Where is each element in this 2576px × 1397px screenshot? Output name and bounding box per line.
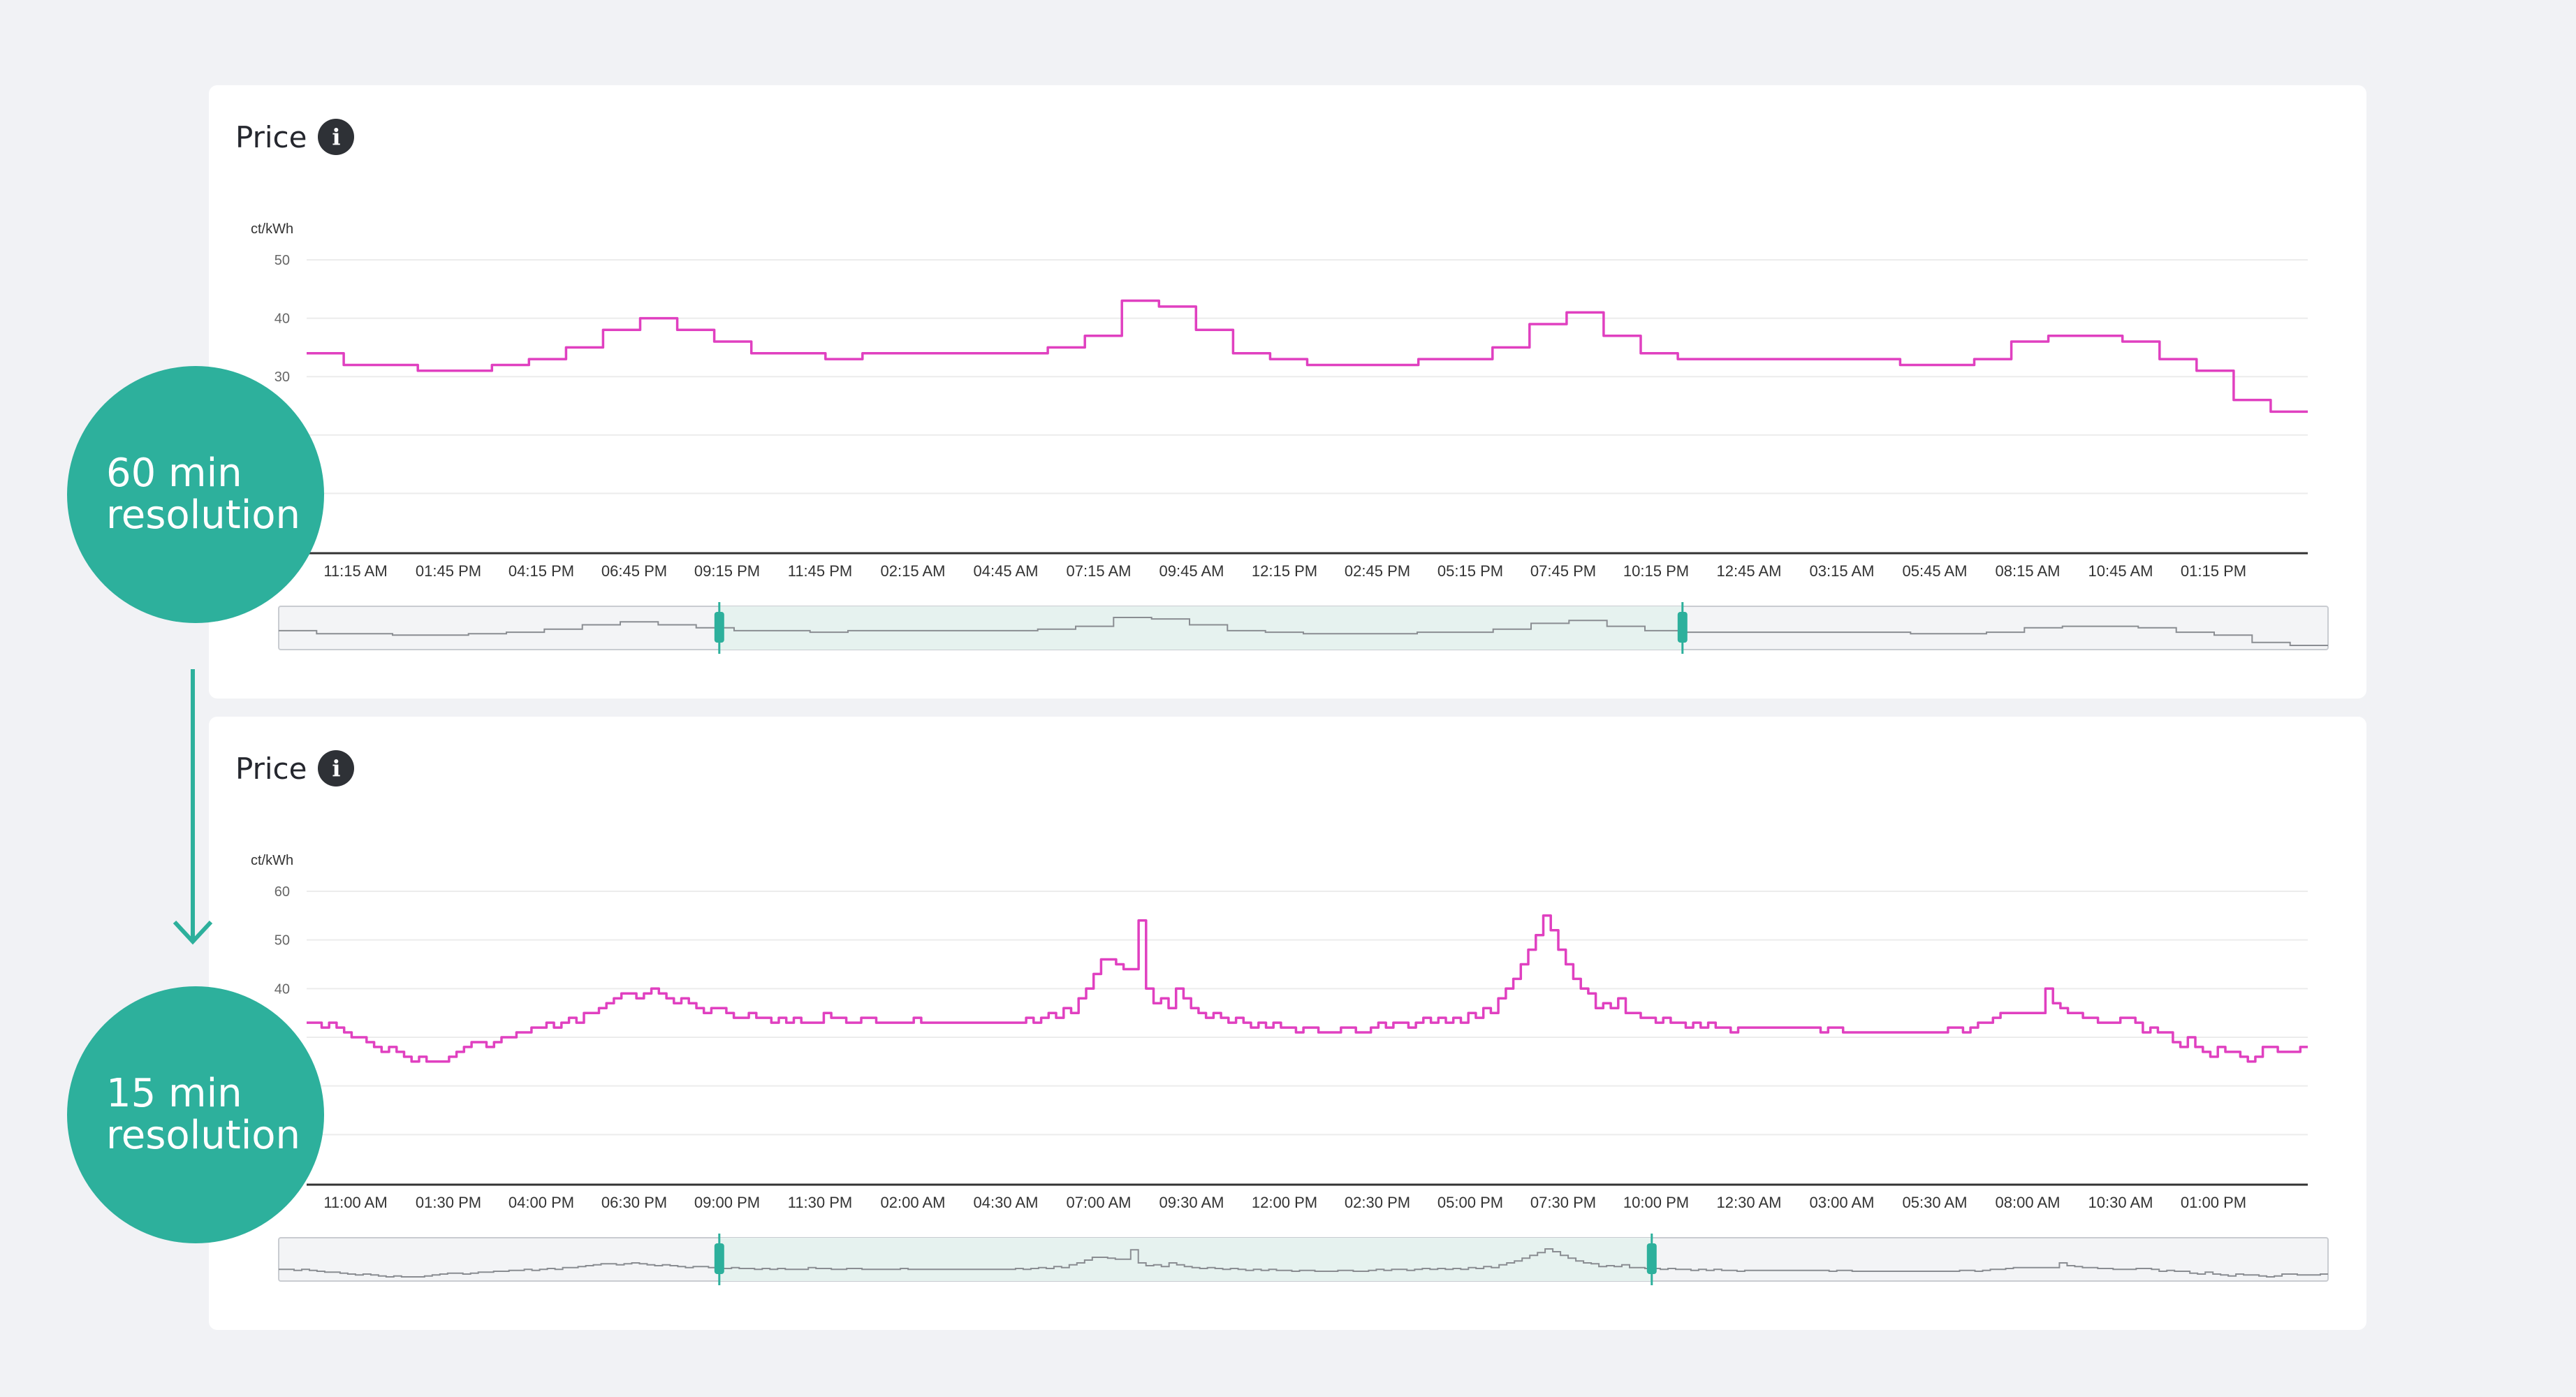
- y-tick-label: 50: [275, 253, 290, 268]
- badge-line2: resolution: [106, 1113, 301, 1158]
- x-tick-label: 05:15 PM: [1437, 562, 1503, 580]
- y-axis-label: ct/kWh: [251, 221, 293, 237]
- x-tick-label: 04:30 AM: [974, 1194, 1039, 1211]
- x-tick-label: 11:15 AM: [323, 562, 387, 580]
- x-tick-label: 10:30 AM: [2088, 1194, 2153, 1211]
- resolution-badge-60min: 60 min resolution: [67, 366, 324, 623]
- x-tick-label: 07:00 AM: [1067, 1194, 1132, 1211]
- x-tick-label: 07:45 PM: [1530, 562, 1596, 580]
- x-tick-label: 02:45 PM: [1345, 562, 1410, 580]
- badge-line1: 15 min: [106, 1071, 242, 1116]
- info-icon[interactable]: i: [318, 750, 355, 787]
- chart-title-text: Price: [235, 119, 307, 154]
- x-tick-label: 09:00 PM: [694, 1194, 760, 1211]
- x-tick-label: 01:15 PM: [2181, 562, 2246, 580]
- y-tick-label: 50: [275, 933, 290, 949]
- x-tick-label: 02:15 AM: [881, 562, 946, 580]
- price-chart-card-60min: Price i ct/kWh 30 40 50 11:15 AM 01:45 PM 04:1…: [209, 85, 2366, 698]
- x-tick-label: 03:15 AM: [1810, 562, 1875, 580]
- y-axis-label: ct/kWh: [251, 853, 293, 868]
- down-arrow-icon: [173, 669, 213, 945]
- chart-title: Price i: [235, 119, 355, 155]
- x-tick-label: 11:30 PM: [788, 1194, 853, 1211]
- x-tick-label: 12:30 AM: [1717, 1194, 1782, 1211]
- x-tick-label: 05:45 AM: [1903, 562, 1968, 580]
- info-icon[interactable]: i: [318, 119, 355, 155]
- x-tick-label: 03:00 AM: [1810, 1194, 1875, 1211]
- navigator-handle-right[interactable]: [1646, 1243, 1657, 1274]
- x-tick-label: 02:30 PM: [1345, 1194, 1410, 1211]
- x-tick-label: 09:15 PM: [694, 562, 760, 580]
- x-tick-label: 04:15 PM: [508, 562, 574, 580]
- price-chart-60min: ct/kWh 30 40 50 11:15 AM 01:45 PM 04:15 PM 06:4…: [251, 221, 2329, 654]
- x-tick-label: 01:00 PM: [2181, 1194, 2246, 1211]
- navigator-selection: [719, 606, 1683, 650]
- navigator-series: [279, 617, 2328, 646]
- resolution-badge-15min: 15 min resolution: [67, 986, 324, 1243]
- x-tick-label: 12:45 AM: [1717, 562, 1782, 580]
- series-line: [307, 914, 2308, 1063]
- x-tick-label: 08:15 AM: [1996, 562, 2061, 580]
- y-tick-label: 40: [275, 981, 290, 997]
- y-tick-label: 30: [275, 370, 290, 385]
- y-tick-label: 40: [275, 312, 290, 327]
- x-tick-label: 04:45 AM: [974, 562, 1039, 580]
- x-tick-label: 07:30 PM: [1530, 1194, 1596, 1211]
- navigator-handle-left[interactable]: [714, 612, 724, 643]
- x-tick-label: 05:00 PM: [1437, 1194, 1503, 1211]
- badge-line1: 60 min: [106, 451, 242, 496]
- chart-title: Price i: [235, 750, 355, 787]
- x-tick-label: 09:30 AM: [1159, 1194, 1224, 1211]
- x-tick-label: 02:00 AM: [881, 1194, 946, 1211]
- x-tick-label: 01:45 PM: [416, 562, 481, 580]
- x-tick-label: 05:30 AM: [1903, 1194, 1968, 1211]
- x-tick-label: 06:30 PM: [601, 1194, 667, 1211]
- x-tick-label: 12:15 PM: [1252, 562, 1317, 580]
- x-tick-label: 10:00 PM: [1623, 1194, 1689, 1211]
- price-chart-card-15min: Price i ct/kWh 40 50 60 11:00 AM 01:30 PM 04:0…: [209, 717, 2366, 1330]
- x-tick-label: 12:00 PM: [1252, 1194, 1317, 1211]
- price-chart-15min: ct/kWh 40 50 60 11:00 AM 01:30 PM 04:00 PM 06:3…: [251, 853, 2329, 1285]
- x-tick-label: 09:45 AM: [1159, 562, 1224, 580]
- x-tick-label: 07:15 AM: [1067, 562, 1132, 580]
- x-tick-label: 11:00 AM: [323, 1194, 387, 1211]
- x-tick-label: 10:45 AM: [2088, 562, 2153, 580]
- x-tick-label: 01:30 PM: [416, 1194, 481, 1211]
- navigator-handle-left[interactable]: [714, 1243, 724, 1274]
- x-tick-label: 06:45 PM: [601, 562, 667, 580]
- x-tick-label: 04:00 PM: [508, 1194, 574, 1211]
- x-tick-label: 11:45 PM: [788, 562, 853, 580]
- series-line: [307, 299, 2308, 414]
- chart-title-text: Price: [235, 751, 307, 786]
- x-tick-label: 08:00 AM: [1996, 1194, 2061, 1211]
- navigator-selection: [719, 1238, 1652, 1281]
- navigator-series: [279, 1248, 2328, 1278]
- x-tick-label: 10:15 PM: [1623, 562, 1689, 580]
- badge-line2: resolution: [106, 492, 301, 538]
- navigator-handle-right[interactable]: [1677, 612, 1688, 643]
- y-tick-label: 60: [275, 884, 290, 900]
